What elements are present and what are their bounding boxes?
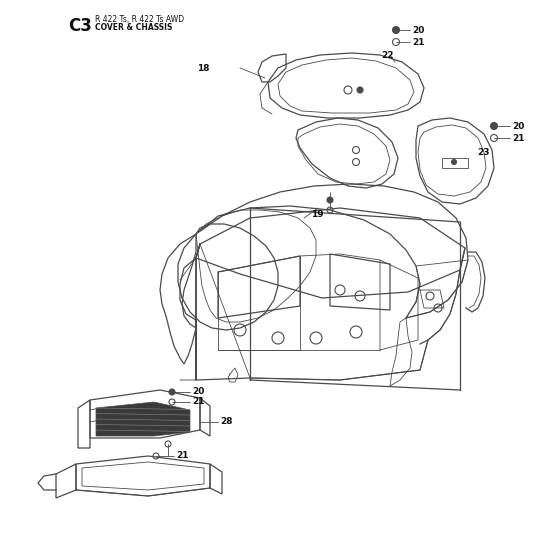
Text: 21: 21: [512, 133, 525, 142]
Text: 28: 28: [220, 418, 232, 427]
Text: 19: 19: [311, 210, 324, 219]
Text: 23: 23: [478, 147, 490, 156]
Circle shape: [393, 26, 399, 34]
Circle shape: [491, 123, 497, 129]
Text: 21: 21: [412, 38, 424, 46]
Text: C3: C3: [68, 17, 92, 35]
Text: 20: 20: [412, 26, 424, 35]
Polygon shape: [96, 402, 190, 436]
Text: COVER & CHASSIS: COVER & CHASSIS: [95, 23, 172, 32]
Text: 20: 20: [512, 122, 524, 130]
Text: 20: 20: [192, 388, 204, 396]
Circle shape: [451, 160, 456, 165]
Circle shape: [357, 87, 363, 93]
Text: 21: 21: [176, 451, 189, 460]
Text: 22: 22: [381, 50, 394, 59]
Text: 18: 18: [198, 63, 210, 72]
Text: R 422 Ts, R 422 Ts AWD: R 422 Ts, R 422 Ts AWD: [95, 15, 184, 24]
Circle shape: [169, 389, 175, 395]
Text: 21: 21: [192, 398, 204, 407]
Circle shape: [327, 197, 333, 203]
